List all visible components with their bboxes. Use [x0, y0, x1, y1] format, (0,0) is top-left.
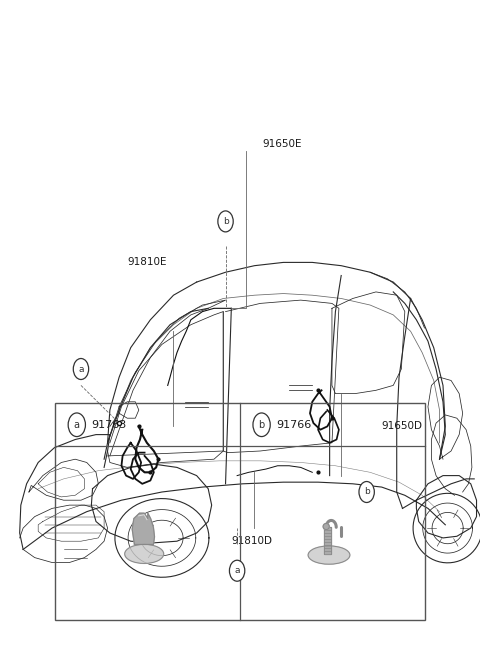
Circle shape — [218, 211, 233, 232]
Bar — [55, 403, 425, 620]
Text: b: b — [258, 420, 265, 430]
Text: b: b — [223, 217, 228, 226]
Text: 91650E: 91650E — [263, 139, 302, 150]
Circle shape — [359, 482, 374, 502]
Text: b: b — [364, 487, 370, 497]
Text: 91766: 91766 — [276, 420, 311, 430]
Text: 91810E: 91810E — [127, 257, 167, 268]
Circle shape — [68, 413, 85, 437]
Text: 91763: 91763 — [91, 420, 126, 430]
Text: a: a — [234, 566, 240, 575]
Text: a: a — [78, 365, 84, 373]
Text: a: a — [74, 420, 80, 430]
Polygon shape — [132, 513, 155, 544]
Circle shape — [253, 413, 270, 437]
Ellipse shape — [308, 546, 350, 564]
Ellipse shape — [125, 544, 164, 564]
Polygon shape — [324, 527, 331, 554]
Ellipse shape — [323, 523, 329, 529]
Text: 91810D: 91810D — [231, 536, 272, 546]
Circle shape — [229, 560, 245, 581]
Circle shape — [73, 358, 89, 379]
Text: 91650D: 91650D — [382, 421, 423, 432]
